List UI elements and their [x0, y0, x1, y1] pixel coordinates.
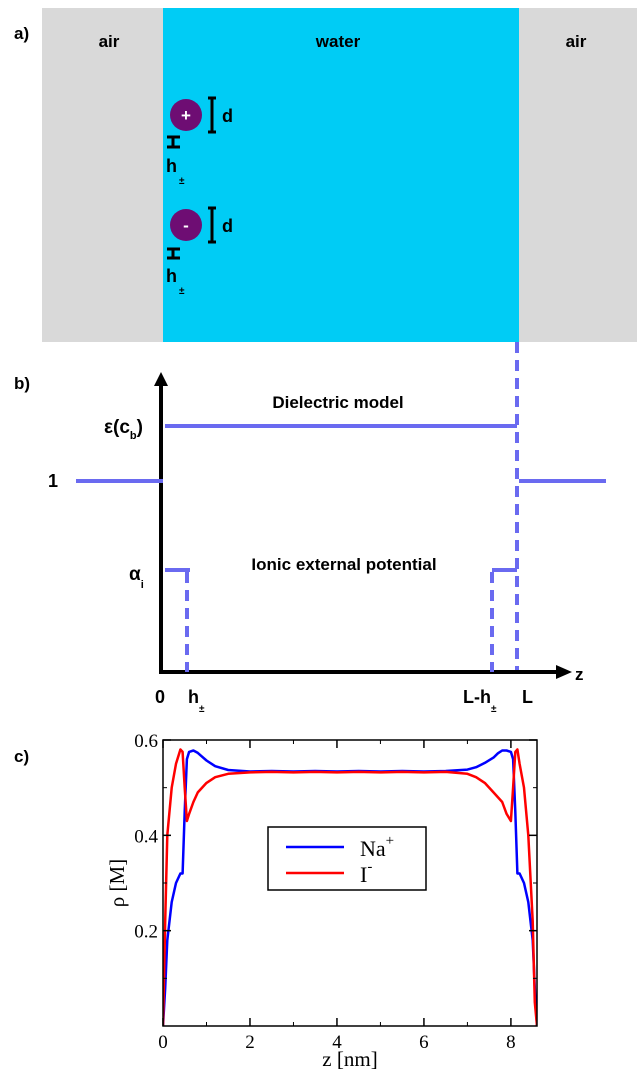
series-line-1 [163, 748, 537, 1026]
water-region [163, 8, 519, 342]
legend-label-0: Na+ [360, 833, 394, 861]
panel-c-label: c) [14, 747, 29, 766]
x-zero-label: 0 [155, 687, 165, 707]
anion-icon [170, 209, 202, 241]
anion-diameter-bracket [208, 206, 216, 244]
ionic-potential-title: Ionic external potential [251, 555, 436, 574]
x-L-label: L [522, 687, 533, 707]
cation-diameter-bracket [208, 96, 216, 134]
legend: Na+I- [267, 826, 427, 891]
anion-symbol: - [183, 216, 189, 235]
anion-diameter-label: d [222, 216, 233, 236]
x-L-minus-h-label: L-h± [463, 687, 497, 715]
cation-distance-bracket [167, 135, 180, 149]
one-label: 1 [48, 471, 58, 491]
x-h-label: h± [188, 687, 205, 715]
x-tick-label: 0 [158, 1032, 168, 1053]
panel-a-label: a) [14, 24, 29, 43]
y-tick-label: 0.4 [134, 826, 158, 847]
z-axis-label: z [575, 665, 584, 684]
legend-box [267, 826, 427, 891]
panel-a: a) air water air + d h ± - d h ± [14, 8, 637, 342]
anion-distance-subscript: ± [179, 286, 185, 297]
cation-group: + d h ± [166, 96, 233, 187]
anion-distance-bracket [167, 247, 180, 260]
legend-label-1: I- [360, 859, 372, 887]
air-left-label: air [99, 32, 120, 51]
anion-distance-label: h [166, 266, 177, 286]
x-tick-label: 8 [506, 1032, 516, 1053]
x-axis-title: z [nm] [322, 1047, 377, 1071]
ticks-layer: 0 2 4 6 8 0.2 0.4 0.6 [134, 731, 537, 1053]
air-right-label: air [566, 32, 587, 51]
x-tick-label: 4 [332, 1032, 342, 1053]
air-region-left [42, 8, 163, 342]
dielectric-model-title: Dielectric model [272, 393, 403, 412]
y-axis-title: ρ [M] [105, 859, 129, 907]
panel-b: b) z Dielectric model Ionic external pot… [14, 342, 606, 715]
epsilon-label: ε(cb) [104, 417, 143, 442]
series-layer [163, 748, 537, 1026]
x-tick-label: 6 [419, 1032, 429, 1053]
cation-symbol: + [181, 106, 191, 125]
cation-icon [170, 99, 202, 131]
anion-group: - d h ± [166, 206, 233, 297]
water-label: water [315, 32, 361, 51]
air-region-right [519, 8, 637, 342]
density-profile-chart: 0 2 4 6 8 0.2 0.4 0.6 z [nm] ρ [M] Na+I- [105, 731, 538, 1071]
x-tick-label: 2 [245, 1032, 255, 1053]
panel-c: c) 0 2 4 6 8 0.2 0.4 0.6 z [nm] ρ [M] Na+I- [14, 731, 538, 1071]
alpha-label: αi [129, 564, 144, 591]
y-tick-label: 0.2 [134, 922, 158, 943]
cation-distance-subscript: ± [179, 176, 185, 187]
y-axis-arrow-icon [154, 372, 168, 386]
y-tick-label: 0.6 [134, 731, 158, 752]
cation-diameter-label: d [222, 106, 233, 126]
panel-b-label: b) [14, 374, 30, 393]
cation-distance-label: h [166, 156, 177, 176]
x-axis-arrow-icon [556, 665, 572, 679]
